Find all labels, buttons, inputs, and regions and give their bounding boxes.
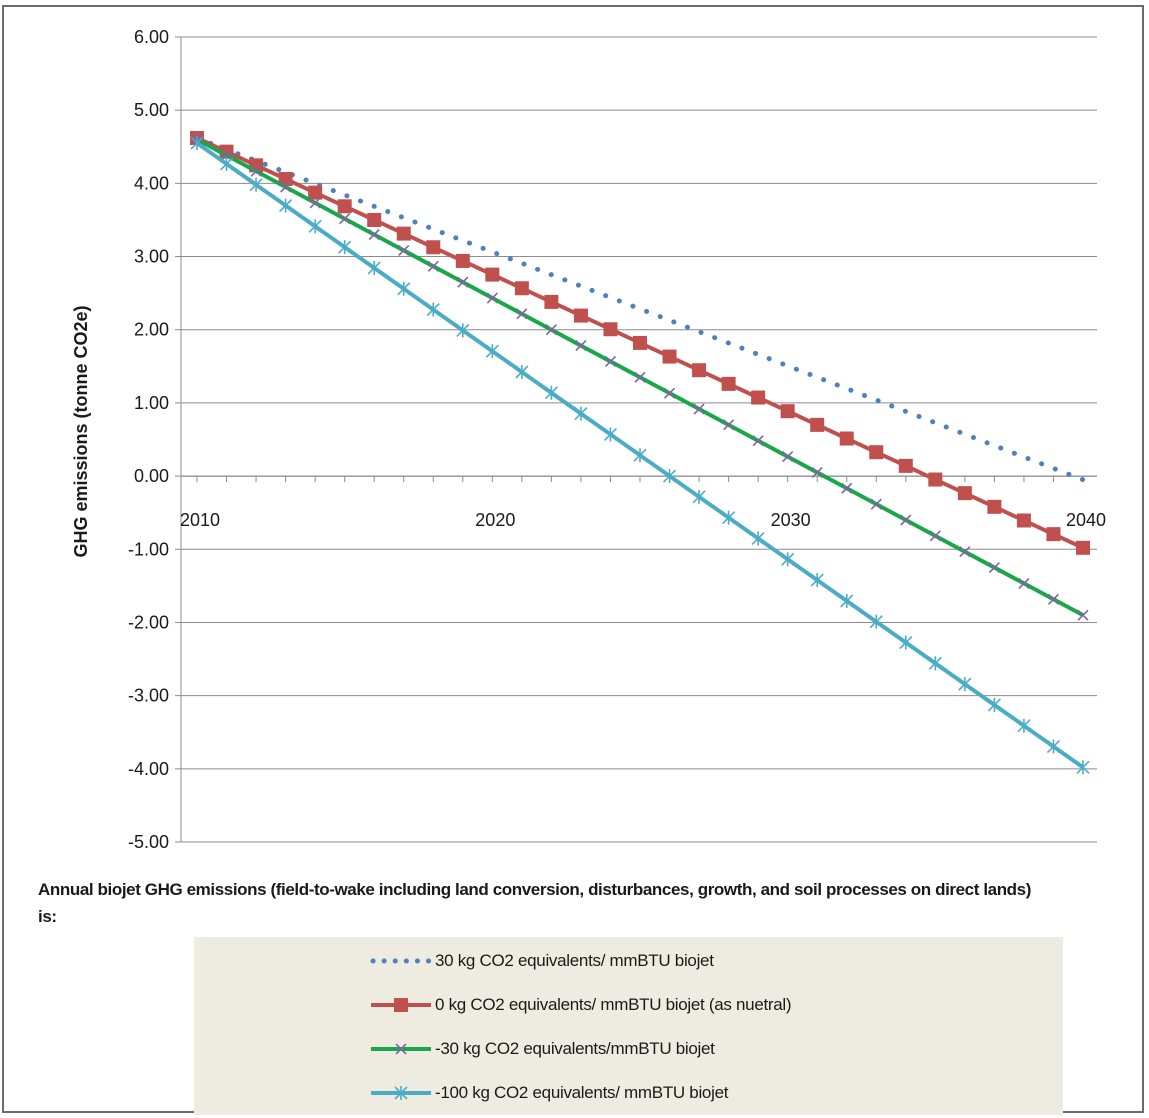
axes (175, 37, 1097, 842)
series (190, 131, 1090, 774)
data-point (367, 213, 381, 227)
legend-swatch-0kg (369, 990, 433, 1020)
data-point (339, 240, 351, 254)
series-1 (190, 131, 1090, 555)
data-point (782, 552, 794, 566)
legend-item-0kg: 0 kg CO2 equivalents/ mmBTU biojet (as n… (369, 990, 791, 1020)
legend-label-minus100kg: -100 kg CO2 equivalents/ mmBTU biojet (435, 1083, 728, 1103)
data-point (929, 656, 941, 670)
legend-item-minus100kg: -100 kg CO2 equivalents/ mmBTU biojet (369, 1078, 728, 1108)
y-tick-label: 1.00 (134, 393, 169, 413)
data-point (575, 407, 587, 421)
series-3 (191, 136, 1089, 774)
data-point (221, 157, 233, 171)
data-point (781, 404, 795, 418)
data-point (280, 199, 292, 213)
data-point (987, 500, 1001, 514)
data-point (988, 698, 1000, 712)
data-point (309, 219, 321, 233)
swatch-marker (394, 998, 408, 1012)
y-tick-label: -4.00 (128, 759, 169, 779)
data-point (869, 445, 883, 459)
data-point (692, 363, 706, 377)
data-point (810, 418, 824, 432)
data-point (634, 448, 646, 462)
data-point (899, 459, 913, 473)
data-point (959, 677, 971, 691)
y-tick-label: -5.00 (128, 832, 169, 852)
data-point (840, 432, 854, 446)
data-point (1018, 719, 1030, 733)
y-tick-label: 3.00 (134, 247, 169, 267)
data-point (1017, 513, 1031, 527)
x-tick-label: 2010 (180, 510, 220, 530)
y-tick-label: 2.00 (134, 320, 169, 340)
data-point (633, 336, 647, 350)
data-point (544, 295, 558, 309)
data-point (456, 254, 470, 268)
series-2 (192, 134, 1088, 620)
data-point (426, 240, 440, 254)
y-axis-title: GHG emissions (tonne CO2e) (71, 305, 91, 557)
data-point (900, 636, 912, 650)
data-point (604, 427, 616, 441)
data-point (663, 350, 677, 364)
y-tick-label: -3.00 (128, 686, 169, 706)
gridlines (181, 37, 1097, 842)
y-tick-label: 4.00 (134, 173, 169, 193)
data-point (515, 281, 529, 295)
legend-item-30kg: 30 kg CO2 equivalents/ mmBTU biojet (369, 946, 714, 976)
data-point (752, 531, 764, 545)
legend: 30 kg CO2 equivalents/ mmBTU biojet 0 kg… (194, 937, 1063, 1115)
data-point (457, 323, 469, 337)
data-point (751, 391, 765, 405)
series-0 (197, 138, 1083, 480)
y-tick-label: 5.00 (134, 100, 169, 120)
data-point (485, 268, 499, 282)
x-tick-label: 2030 (771, 510, 811, 530)
data-point (603, 322, 617, 336)
data-point (398, 282, 410, 296)
data-point (811, 573, 823, 587)
data-point (958, 486, 972, 500)
data-point (1047, 740, 1059, 754)
data-point (870, 615, 882, 629)
y-tick-label: -2.00 (128, 612, 169, 632)
legend-caption: Annual biojet GHG emissions (field-to-wa… (38, 876, 1038, 930)
data-point (928, 473, 942, 487)
x-tick-label: 2020 (475, 510, 515, 530)
data-point (723, 511, 735, 525)
legend-label-minus30kg: -30 kg CO2 equivalents/mmBTU biojet (435, 1039, 715, 1059)
data-point (427, 303, 439, 317)
data-point (1076, 541, 1090, 555)
data-point (1077, 760, 1089, 774)
data-point (368, 261, 380, 275)
data-point (693, 490, 705, 504)
data-point (250, 178, 262, 192)
data-point (486, 344, 498, 358)
data-point (308, 186, 322, 200)
data-point (397, 227, 411, 241)
legend-swatch-minus30kg (369, 1034, 433, 1064)
legend-swatch-30kg (369, 946, 433, 976)
legend-label-30kg: 30 kg CO2 equivalents/ mmBTU biojet (435, 951, 714, 971)
x-tick-label: 2040 (1066, 510, 1106, 530)
legend-label-0kg: 0 kg CO2 equivalents/ mmBTU biojet (as n… (435, 995, 791, 1015)
y-tick-label: 0.00 (134, 466, 169, 486)
data-point (1046, 527, 1060, 541)
data-point (574, 309, 588, 323)
data-point (338, 199, 352, 213)
data-point (516, 365, 528, 379)
data-point (545, 386, 557, 400)
y-tick-label: 6.00 (134, 27, 169, 47)
line-chart: 6.00 5.00 4.00 3.00 2.00 1.00 0.00 -1.00 -2.00 -3… (0, 0, 1149, 870)
x-tick-labels: 2010 2020 2030 2040 (180, 510, 1106, 530)
data-point (841, 594, 853, 608)
legend-swatch-minus100kg (369, 1078, 433, 1108)
y-tick-label: -1.00 (128, 539, 169, 559)
y-tick-labels: 6.00 5.00 4.00 3.00 2.00 1.00 0.00 -1.00 -2.00 -3… (128, 27, 169, 852)
data-point (722, 377, 736, 391)
legend-item-minus30kg: -30 kg CO2 equivalents/mmBTU biojet (369, 1034, 715, 1064)
series-line (197, 138, 1083, 480)
